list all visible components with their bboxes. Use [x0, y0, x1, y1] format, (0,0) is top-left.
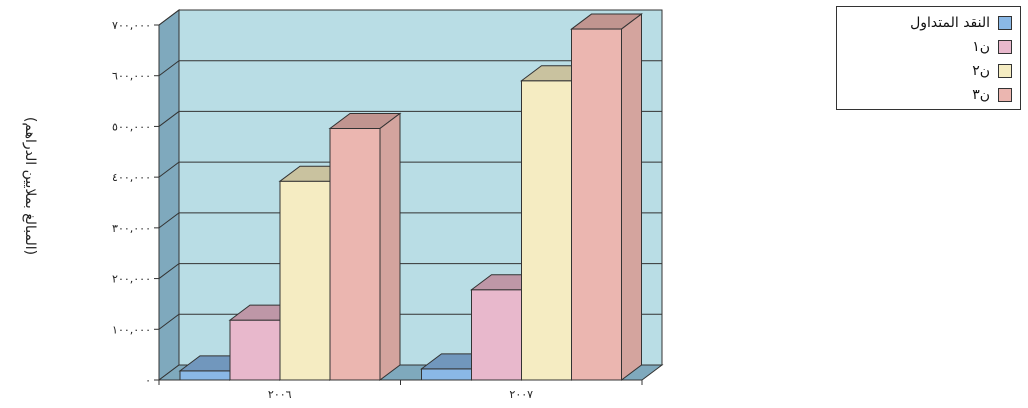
- legend-item-m2: ن٢: [843, 59, 1012, 83]
- legend-label-m2: ن٢: [972, 63, 990, 79]
- axes: [154, 24, 643, 385]
- bar-side: [621, 13, 642, 381]
- legend-label-m3: ن٣: [972, 87, 990, 103]
- gridline: [158, 110, 662, 127]
- bar-front: [279, 180, 331, 381]
- bar-front: [571, 28, 622, 381]
- x-tick-label: ٢٠٠٧: [509, 388, 533, 401]
- y-tick-label: ٠: [145, 374, 151, 387]
- legend-swatch-m2: [998, 64, 1012, 78]
- bar: [328, 112, 402, 381]
- legend-swatch-m3: [998, 88, 1012, 102]
- bar-front: [179, 370, 231, 381]
- y-tick-label: ٥٠٠,٠٠٠: [112, 120, 151, 133]
- x-tick-label: ٢٠٠٦: [268, 388, 292, 401]
- bar: [569, 13, 644, 381]
- gridline: [158, 212, 662, 229]
- legend-swatch-m1: [998, 40, 1012, 54]
- gridline: [158, 161, 662, 178]
- legend: النقد المتداول ن١ ن٢ ن٣: [836, 6, 1021, 110]
- bar-front: [471, 289, 522, 381]
- y-tick-label: ١٠٠,٠٠٠: [112, 323, 151, 336]
- y-tick-label: ٢٠٠,٠٠٠: [112, 273, 151, 286]
- y-tick-label: ٦٠٠,٠٠٠: [112, 70, 151, 83]
- gridlines: [158, 9, 662, 330]
- y-axis-title: (المبالغ بملايين الدراهم): [22, 117, 38, 255]
- y-tick-labels: ٠ ١٠٠,٠٠٠ ٢٠٠,٠٠٠ ٣٠٠,٠٠٠ ٤٠٠,٠٠٠ ٥٠٠,٠٠٠ ٦٠٠,…: [112, 19, 151, 387]
- legend-item-m1: ن١: [843, 35, 1012, 59]
- bar-front: [521, 80, 572, 381]
- gridline: [158, 263, 662, 279]
- legend-label-m1: ن١: [972, 39, 990, 55]
- bar-front: [421, 368, 472, 381]
- gridline: [158, 9, 662, 26]
- y-tick-label: ٤٠٠,٠٠٠: [112, 171, 151, 184]
- bar-front: [329, 127, 381, 381]
- y-tick-label: ٣٠٠,٠٠٠: [112, 222, 151, 235]
- y-tick-label: ٧٠٠,٠٠٠: [112, 19, 151, 32]
- side-wall: [158, 9, 180, 381]
- legend-label-cash: النقد المتداول: [910, 15, 990, 31]
- legend-swatch-cash: [998, 16, 1012, 30]
- gridline: [158, 60, 662, 77]
- bars: [178, 13, 644, 381]
- legend-item-m3: ن٣: [843, 83, 1012, 107]
- legend-item-cash: النقد المتداول: [843, 11, 1012, 35]
- bar-front: [229, 319, 281, 381]
- bar-side: [379, 112, 401, 381]
- x-tick-labels: ٢٠٠٦ ٢٠٠٧: [268, 388, 533, 401]
